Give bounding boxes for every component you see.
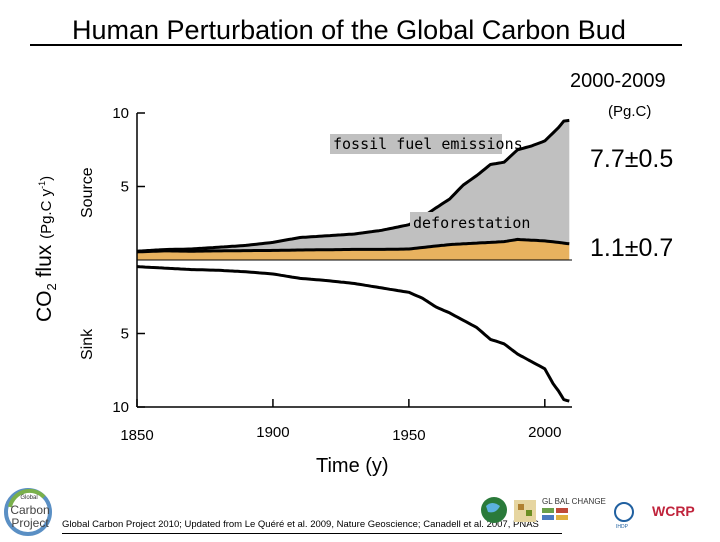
- partner-logos: GL BAL CHANGE IHDP WCRP: [478, 492, 718, 532]
- deforestation-value-label: 1.1±0.7: [590, 234, 674, 262]
- x-axis-label: Time (y): [316, 455, 389, 477]
- y-tick-label: 5: [121, 326, 129, 343]
- svg-text:WCRP: WCRP: [652, 503, 695, 519]
- x-tick-label: 1950: [392, 427, 425, 444]
- sink-line: [136, 265, 570, 403]
- chart-lines: [136, 118, 570, 403]
- y-tick-label: 5: [121, 179, 129, 196]
- chart-title: Human Perturbation of the Global Carbon …: [72, 15, 626, 45]
- chart-tick-labels: 10 5 5 10 1850 1900 1950 2000: [112, 105, 561, 444]
- x-tick-label: 1900: [256, 424, 289, 441]
- fossil-fuel-total-line: [136, 118, 570, 253]
- svg-text:Carbon: Carbon: [10, 503, 49, 517]
- global-carbon-project-logo: Global Carbon Project: [4, 487, 58, 537]
- chart-axes: [136, 112, 572, 408]
- deforestation-line: [136, 237, 570, 254]
- y-tick-label: 10: [112, 105, 129, 122]
- x-tick-label: 2000: [528, 424, 561, 441]
- deforestation-annotation-bg: [410, 212, 532, 233]
- footer-rule: [62, 533, 562, 534]
- x-tick-label: 1850: [120, 427, 153, 444]
- svg-text:Global: Global: [20, 495, 37, 501]
- svg-text:Project: Project: [11, 516, 49, 530]
- period-label: 2000-2009: [570, 70, 666, 92]
- title-underline: [30, 44, 682, 46]
- deforestation-annotation: deforestation: [413, 214, 530, 232]
- fossil-annotation-bg: [330, 134, 502, 154]
- fossil-fuel-annotation: fossil fuel emissions: [333, 135, 523, 153]
- svg-text:IHDP: IHDP: [616, 524, 629, 530]
- unit-label: (Pg.C): [608, 103, 652, 120]
- svg-text:GL BAL CHANGE: GL BAL CHANGE: [542, 497, 606, 506]
- y-tick-label: 10: [112, 399, 129, 416]
- fossil-value-label: 7.7±0.5: [590, 145, 674, 173]
- agency-logo-icon: [514, 500, 536, 522]
- footer-citation: Global Carbon Project 2010; Updated from…: [62, 519, 539, 530]
- ihdp-logo-icon: [614, 502, 634, 522]
